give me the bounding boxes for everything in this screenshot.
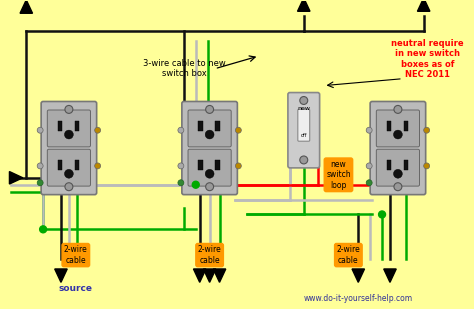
- Circle shape: [366, 180, 372, 186]
- Circle shape: [366, 127, 372, 133]
- Polygon shape: [55, 269, 67, 282]
- FancyBboxPatch shape: [188, 110, 231, 147]
- FancyBboxPatch shape: [403, 121, 409, 131]
- FancyBboxPatch shape: [74, 121, 79, 131]
- Text: neutral require
in new switch
boxes as of
NEC 2011: neutral require in new switch boxes as o…: [392, 39, 464, 79]
- Circle shape: [178, 163, 184, 169]
- FancyBboxPatch shape: [376, 110, 419, 147]
- Polygon shape: [193, 269, 206, 282]
- FancyBboxPatch shape: [387, 121, 392, 131]
- FancyBboxPatch shape: [403, 160, 409, 170]
- FancyBboxPatch shape: [74, 160, 79, 170]
- Circle shape: [394, 183, 402, 191]
- Circle shape: [95, 163, 100, 169]
- FancyBboxPatch shape: [288, 93, 319, 168]
- FancyBboxPatch shape: [58, 160, 63, 170]
- FancyBboxPatch shape: [47, 110, 91, 147]
- Circle shape: [379, 211, 385, 218]
- Circle shape: [64, 130, 73, 139]
- Circle shape: [300, 156, 308, 164]
- FancyBboxPatch shape: [41, 101, 97, 195]
- FancyBboxPatch shape: [198, 121, 203, 131]
- Circle shape: [178, 180, 184, 186]
- FancyBboxPatch shape: [387, 160, 392, 170]
- Circle shape: [95, 127, 100, 133]
- FancyBboxPatch shape: [298, 109, 310, 141]
- FancyBboxPatch shape: [58, 121, 63, 131]
- Text: source: source: [59, 284, 93, 293]
- FancyBboxPatch shape: [215, 121, 220, 131]
- Circle shape: [393, 130, 402, 139]
- Polygon shape: [418, 0, 430, 11]
- Circle shape: [424, 127, 429, 133]
- Polygon shape: [384, 269, 396, 282]
- Circle shape: [65, 105, 73, 113]
- Polygon shape: [298, 0, 310, 11]
- Circle shape: [300, 96, 308, 104]
- Circle shape: [424, 163, 429, 169]
- Circle shape: [394, 105, 402, 113]
- Polygon shape: [352, 269, 365, 282]
- Circle shape: [37, 127, 43, 133]
- FancyBboxPatch shape: [370, 101, 426, 195]
- FancyBboxPatch shape: [182, 101, 237, 195]
- Circle shape: [40, 226, 46, 233]
- Polygon shape: [9, 171, 23, 184]
- Circle shape: [37, 180, 43, 186]
- Text: 2-wire
cable: 2-wire cable: [198, 245, 221, 265]
- Text: 2-wire
cable: 2-wire cable: [337, 245, 360, 265]
- Polygon shape: [213, 269, 226, 282]
- Circle shape: [205, 130, 214, 139]
- Text: 2-wire
cable: 2-wire cable: [64, 245, 88, 265]
- Circle shape: [64, 169, 73, 178]
- Text: www.do-it-yourself-help.com: www.do-it-yourself-help.com: [304, 294, 413, 303]
- Circle shape: [366, 163, 372, 169]
- Circle shape: [206, 183, 214, 191]
- Text: 3-wire cable to new
switch box: 3-wire cable to new switch box: [144, 59, 226, 78]
- Polygon shape: [20, 0, 33, 13]
- Circle shape: [205, 169, 214, 178]
- Circle shape: [236, 127, 241, 133]
- FancyBboxPatch shape: [47, 149, 91, 186]
- Polygon shape: [203, 269, 216, 282]
- FancyBboxPatch shape: [198, 160, 203, 170]
- FancyBboxPatch shape: [215, 160, 220, 170]
- FancyBboxPatch shape: [188, 149, 231, 186]
- Text: off: off: [301, 133, 307, 138]
- Circle shape: [37, 163, 43, 169]
- Text: new: new: [297, 106, 310, 111]
- Circle shape: [236, 163, 241, 169]
- Circle shape: [393, 169, 402, 178]
- Circle shape: [178, 127, 184, 133]
- FancyBboxPatch shape: [376, 149, 419, 186]
- Text: new
switch
loop: new switch loop: [326, 160, 351, 190]
- Circle shape: [192, 181, 199, 188]
- Circle shape: [206, 105, 214, 113]
- Circle shape: [65, 183, 73, 191]
